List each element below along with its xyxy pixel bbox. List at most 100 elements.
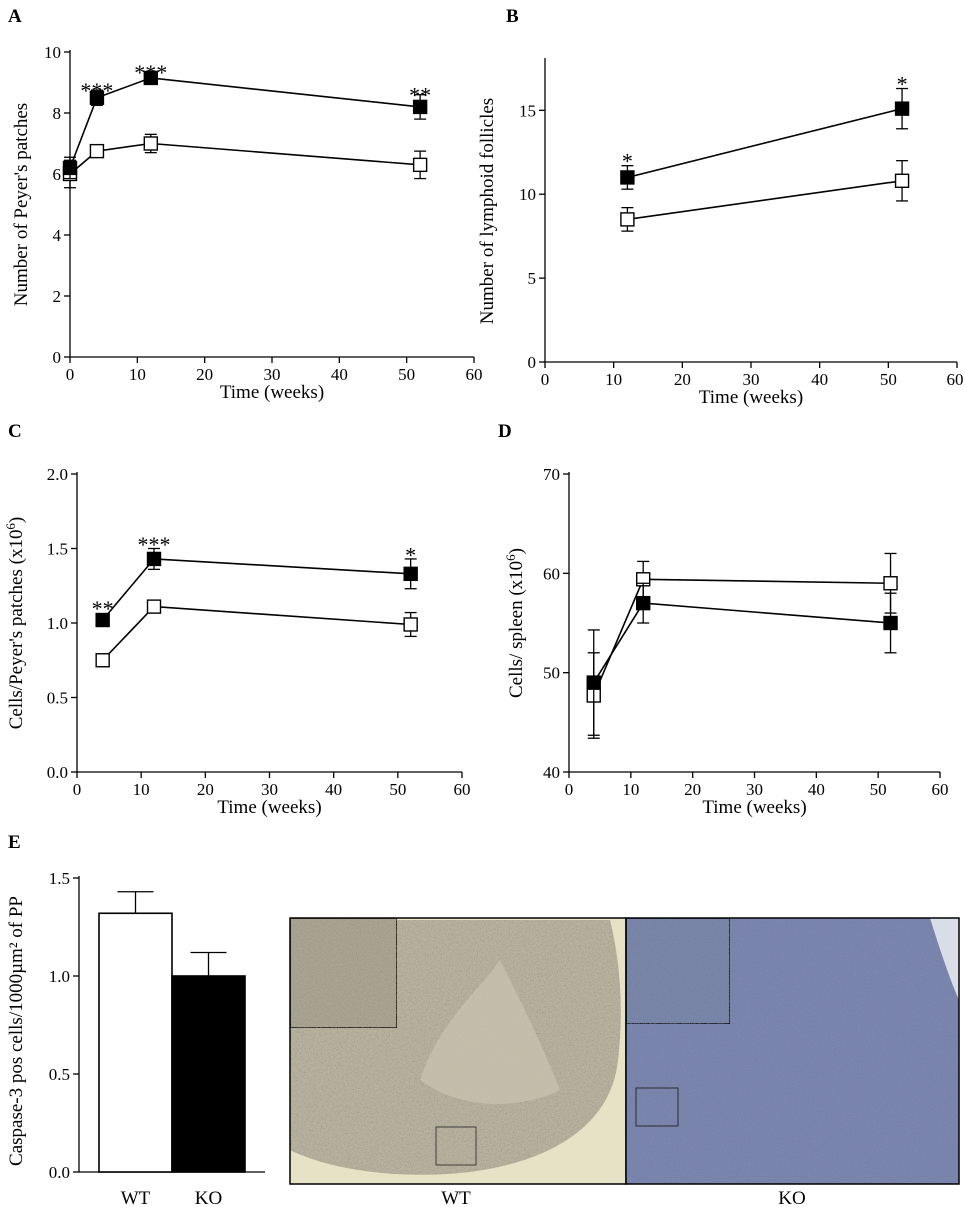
micrograph-label-ko: KO [778, 1188, 805, 1207]
panel-a-y-tick-label: 4 [53, 226, 62, 245]
panel-d-x-tick-label: 50 [870, 780, 887, 799]
ko-inset-region [635, 1087, 679, 1127]
panel-c-point-open [403, 617, 418, 632]
panel-e-category-label: WT [121, 1188, 151, 1207]
panel-b-x-tick-label: 30 [743, 370, 760, 389]
panel-a-y-tick-label: 10 [44, 43, 61, 62]
panel-c-y-label: Cells/Peyer's patches (x106) [3, 517, 27, 730]
panel-c-point-open [95, 653, 110, 668]
panel-a: A 0 10 20 30 40 50 60 0 2 4 6 8 10 Time (weeks) Number… [8, 6, 483, 403]
panel-c-x-tick-label: 30 [261, 780, 278, 799]
panel-c-x-tick-label: 0 [73, 780, 82, 799]
panel-d-series-filled-line [593, 602, 891, 684]
panel-a-x-tick-label: 20 [196, 365, 213, 384]
panel-d-point-filled [586, 675, 601, 690]
panel-e-category-label: KO [195, 1188, 222, 1207]
ko-frame [625, 917, 960, 1185]
panel-b-x-tick-label: 0 [541, 370, 550, 389]
panel-d-letter: D [498, 421, 512, 442]
panel-b: B 0 10 20 30 40 50 60 0 5 10 15 Time (weeks) Number … [477, 6, 964, 408]
panel-a-point-filled [143, 70, 159, 86]
panel-a-y-tick-label: 6 [53, 165, 62, 184]
panel-d-y-tick-label: 40 [543, 763, 560, 782]
panel-b-x-tick-label: 50 [880, 370, 897, 389]
panel-a-series-filled-line [69, 77, 421, 169]
panel-a-point-open [143, 136, 159, 151]
panel-b-x-tick-label: 10 [605, 370, 622, 389]
panel-a-point-filled [89, 90, 105, 105]
panel-e-bar-ko [171, 975, 246, 1173]
panel-d-x-label: Time (weeks) [702, 797, 806, 818]
panel-c-y-tick-label: 0.0 [47, 763, 68, 782]
panel-a-x-tick-label: 40 [331, 365, 348, 384]
panel-d-y-tick-label: 70 [543, 465, 560, 484]
panel-c-significance: ** [92, 596, 114, 621]
wt-germinal-center [420, 960, 560, 1104]
micrographs: WT KO [289, 917, 960, 1207]
panel-b-series-open-line [627, 180, 903, 221]
panel-c-y-tick-label: 1.0 [47, 614, 68, 633]
panel-e-letter: E [8, 832, 21, 853]
panel-a-y-tick-label: 8 [53, 104, 62, 123]
panel-a-y-label: Number of Peyer's patches [11, 103, 32, 306]
wt-inset [289, 917, 398, 1029]
panel-b-point-open [894, 173, 910, 189]
panel-d-y-tick-label: 50 [543, 664, 560, 683]
panel-b-x-tick-label: 40 [811, 370, 828, 389]
panel-a-letter: A [8, 6, 22, 27]
panel-a-x-tick-label: 0 [66, 365, 75, 384]
panel-c-x-label: Time (weeks) [217, 797, 321, 818]
panel-d-x-tick-label: 10 [622, 780, 639, 799]
panel-b-x-tick-label: 20 [674, 370, 691, 389]
panel-c-x-tick-label: 40 [325, 780, 342, 799]
ko-edge [930, 918, 959, 1000]
panel-a-y-tick-label: 2 [53, 287, 62, 306]
panel-d-x-tick-label: 20 [684, 780, 701, 799]
panel-d-x-tick-label: 40 [808, 780, 825, 799]
panel-a-series-open-line [69, 142, 421, 175]
panel-b-x-label: Time (weeks) [699, 387, 803, 408]
panel-c-y-tick-label: 0.5 [47, 689, 68, 708]
panel-a-x-label: Time (weeks) [220, 382, 324, 403]
micrograph-label-wt: WT [441, 1188, 471, 1207]
panel-a-x-tick-label: 60 [466, 365, 483, 384]
panel-b-letter: B [506, 6, 519, 27]
panel-b-point-filled [894, 101, 910, 116]
panel-c-point-filled [95, 612, 110, 628]
panel-c-point-open [146, 599, 162, 614]
panel-b-point-open [620, 212, 635, 227]
panel-a-point-open [412, 157, 428, 173]
panel-d: D 0 10 20 30 40 50 60 40 50 60 70 Time (weeks) Cells… [498, 421, 949, 818]
panel-a-point-open [89, 143, 105, 159]
panel-d-x-tick-label: 0 [565, 780, 574, 799]
panel-c-x-tick-label: 60 [454, 780, 471, 799]
panel-e-y-tick-label: 0.5 [49, 1065, 70, 1084]
panel-d-y-tick-label: 60 [543, 564, 560, 583]
panel-e-y-tick-label: 0.0 [49, 1163, 70, 1182]
panel-c-point-filled [146, 551, 162, 567]
panel-a-point-filled [62, 160, 78, 176]
panel-a-x-tick-label: 10 [129, 365, 146, 384]
panel-c-significance: *** [138, 532, 171, 557]
panel-d-point-open [883, 576, 898, 591]
panel-d-x-tick-label: 60 [932, 780, 949, 799]
panel-a-x-tick-label: 30 [264, 365, 281, 384]
panel-e-bar-wt [98, 912, 173, 1173]
panel-d-y-label: Cells/ spleen (x106) [503, 548, 527, 698]
panel-c-x-tick-label: 10 [133, 780, 150, 799]
panel-c-y-tick-label: 2.0 [47, 465, 68, 484]
wt-micrograph [289, 917, 627, 1185]
panel-c-series-open-line [102, 605, 411, 661]
panel-e-y-label: Caspase-3 pos cells/1000µm² of PP [6, 896, 27, 1166]
panel-b-significance: * [897, 71, 908, 96]
panel-b-y-label: Number of lymphoid follicles [477, 98, 498, 324]
panel-c-x-tick-label: 50 [389, 780, 406, 799]
ko-inset [625, 917, 731, 1025]
panel-b-point-filled [620, 170, 635, 185]
panel-a-point-filled [412, 99, 428, 115]
wt-inset-region [435, 1126, 477, 1166]
panel-b-series-filled-line [627, 107, 903, 179]
panel-b-x-tick-label: 60 [947, 370, 964, 389]
panel-e-y-tick-label: 1.0 [49, 967, 70, 986]
